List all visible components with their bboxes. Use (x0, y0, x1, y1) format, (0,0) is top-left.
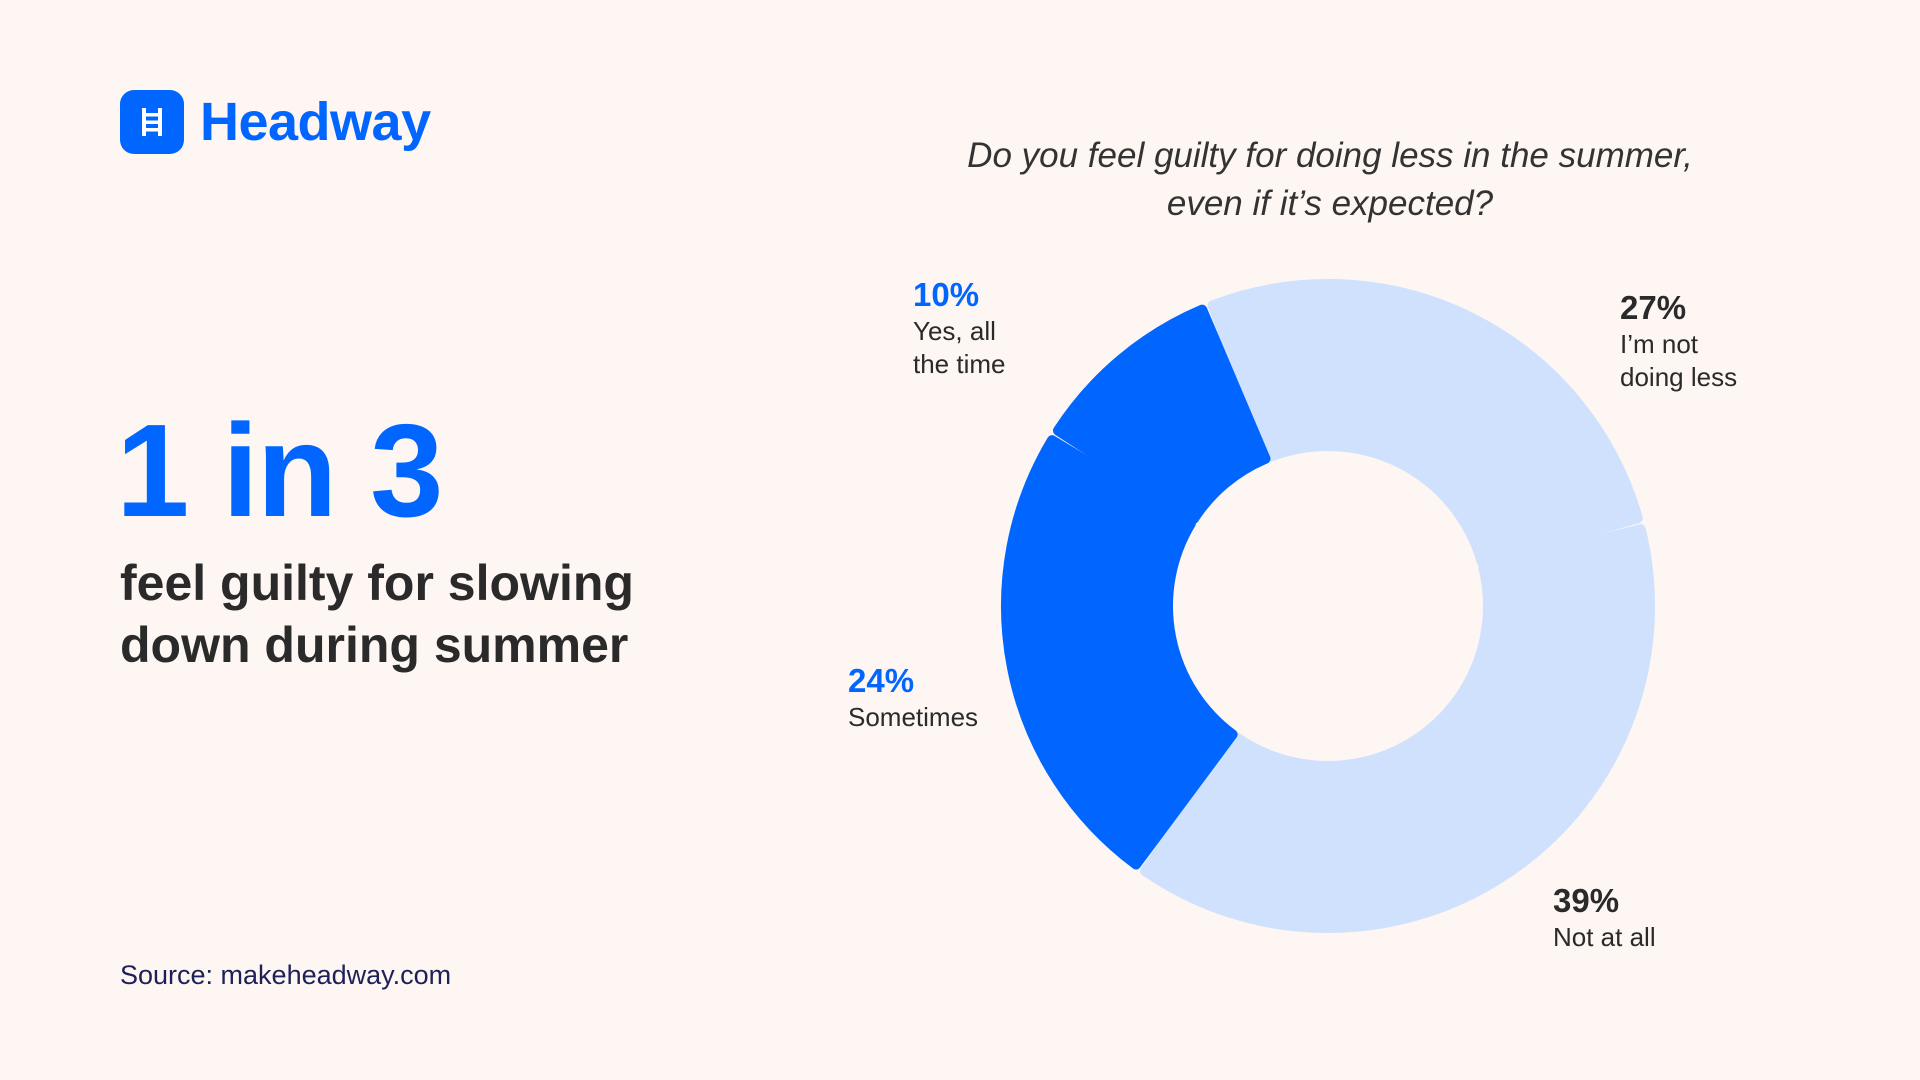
ladder-book-icon (120, 90, 184, 154)
slice-value: 39% (1553, 882, 1620, 919)
donut-slice-2 (1001, 435, 1238, 870)
chart-title: Do you feel guilty for doing less in the… (967, 136, 1693, 223)
slice-value: 27% (1620, 289, 1687, 326)
headline-caption: feel guilty for slowing down during summ… (120, 555, 634, 673)
slice-label-not-at-all: 39% Not at all (1553, 881, 1656, 954)
slice-label-not-doing-less: 27% I’m not doing less (1620, 288, 1737, 394)
brand-name: Headway (200, 92, 431, 152)
source-note: Source: makeheadway.com (120, 960, 452, 990)
slice-category: Not at all (1553, 922, 1656, 952)
slice-label-yes-all-the-time: 10% Yes, all the time (913, 275, 1006, 381)
slice-value: 10% (913, 276, 980, 313)
slice-label-sometimes: 24% Sometimes (848, 661, 978, 734)
donut-slice-0 (1207, 279, 1643, 568)
slice-category: Yes, all the time (913, 316, 1006, 379)
headline-stat: 1 in 3 (116, 397, 443, 544)
slice-value: 24% (848, 662, 915, 699)
donut-slice-1 (1140, 524, 1655, 933)
donut-slice-3 (1052, 304, 1271, 524)
brand-logo: Headway (120, 90, 431, 154)
slice-category: I’m not doing less (1620, 329, 1738, 392)
slice-category: Sometimes (848, 702, 979, 732)
